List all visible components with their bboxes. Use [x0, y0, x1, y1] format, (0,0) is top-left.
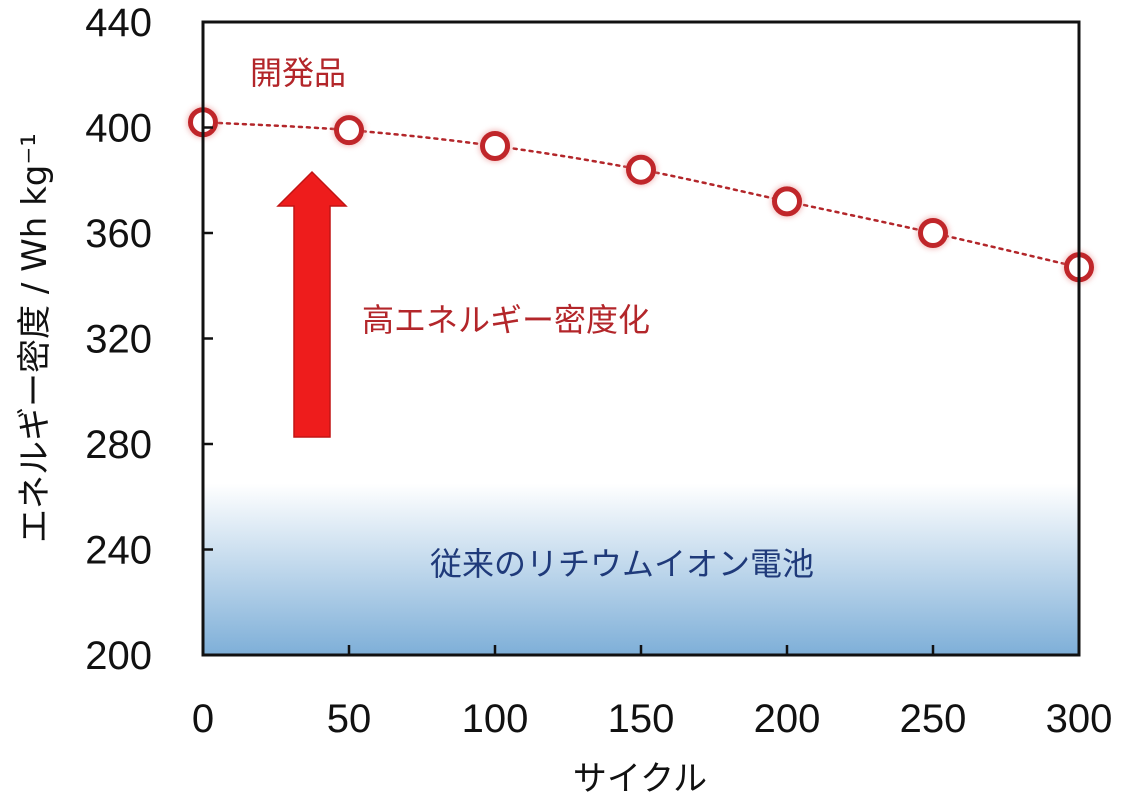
band-label: 従来のリチウムイオン電池 [430, 545, 814, 583]
x-axis-title: サイクル [573, 759, 707, 799]
data-point-150 [625, 153, 657, 186]
x-tick-label-100: 100 [462, 697, 529, 741]
y-tick-label-200: 200 [85, 634, 152, 678]
arrow-label: 高エネルギー密度化 [362, 301, 650, 339]
x-tick-label-0: 0 [192, 697, 214, 741]
y-tick-label-440: 440 [85, 1, 152, 45]
data-point-200 [771, 185, 803, 218]
data-point-marker [772, 186, 802, 217]
x-tick-label-200: 200 [754, 697, 821, 741]
series-label: 開発品 [250, 54, 346, 92]
y-tick-label-360: 360 [85, 212, 152, 256]
series-marker-layer [187, 106, 1095, 284]
x-tick-label-50: 50 [327, 697, 372, 741]
y-axis-ticks: 200 240 280 320 360 400 440 [85, 1, 213, 678]
x-tick-label-150: 150 [608, 697, 675, 741]
y-tick-label-240: 240 [85, 529, 152, 573]
arrow-shape [276, 170, 348, 438]
data-point-marker [480, 130, 510, 161]
y-tick-label-320: 320 [85, 318, 152, 362]
y-tick-label-400: 400 [85, 107, 152, 151]
y-tick-label-280: 280 [85, 423, 152, 467]
data-point-marker [918, 218, 948, 248]
band-fill [203, 483, 1079, 655]
data-point-250 [917, 217, 949, 249]
data-point-marker [626, 154, 656, 185]
x-tick-label-300: 300 [1046, 697, 1113, 741]
data-point-50 [333, 114, 365, 147]
x-axis-ticks: 0 50 100 150 200 250 300 [192, 645, 1113, 741]
data-point-100 [479, 129, 511, 162]
data-point-marker [334, 115, 364, 146]
energy-density-arrow [276, 170, 348, 438]
y-axis-title: エネルギー密度 / Wh kg⁻¹ [15, 133, 55, 543]
conventional-battery-band [203, 483, 1079, 655]
x-tick-label-250: 250 [900, 697, 967, 741]
